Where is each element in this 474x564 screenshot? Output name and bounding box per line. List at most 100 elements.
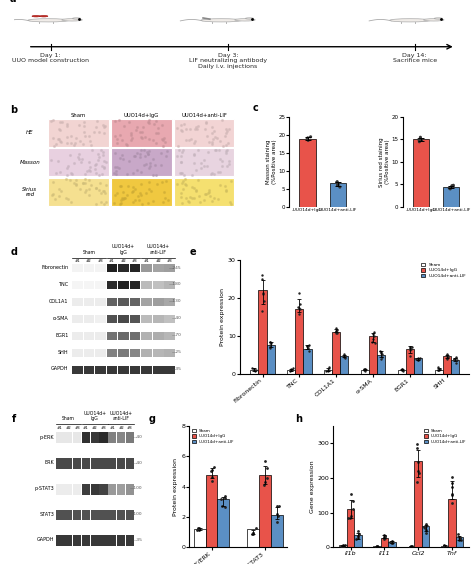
Bar [126,535,134,546]
Point [50,133,57,142]
Point [190,151,198,160]
Point [67,197,75,206]
Text: —100: —100 [130,512,143,516]
Point [136,149,144,158]
Point [56,136,64,145]
Bar [117,535,125,546]
Point [225,124,232,133]
Point [115,164,122,173]
Point [112,169,119,178]
Point [457,536,465,545]
Point [266,337,274,346]
Legend: Sham, UUO14d+IgG, UUO14d+anti-LIF: Sham, UUO14d+IgG, UUO14d+anti-LIF [191,428,235,444]
Point [129,183,137,192]
Point [55,184,63,193]
Point [370,331,378,340]
Text: Day 1:
UUO model construction: Day 1: UUO model construction [12,52,89,63]
Point [163,147,171,156]
Point [200,196,208,205]
Ellipse shape [40,15,48,17]
Point [208,476,215,485]
Point [223,140,230,149]
Bar [107,315,118,323]
Point [407,343,414,352]
Point [188,193,196,202]
Text: —35: —35 [172,367,182,371]
Bar [287,370,295,373]
Point [181,175,188,184]
Point [209,196,216,205]
Bar [83,349,94,356]
Text: c: c [253,103,259,113]
Point [295,303,303,312]
Point [421,523,429,532]
Point [289,363,297,372]
Point [66,176,74,185]
Bar [107,366,118,373]
Point [399,365,406,374]
Bar [95,281,106,289]
Point [96,152,103,161]
Bar [153,298,164,306]
Point [194,122,201,131]
Point [133,123,141,132]
Text: p-ERK: p-ERK [40,435,54,439]
Point [179,179,186,188]
Text: #3: #3 [100,426,107,430]
Point [95,127,103,136]
Point [52,169,59,178]
Point [64,121,71,130]
Point [184,196,191,205]
Point [195,191,203,200]
Bar [82,484,90,495]
Point [71,140,78,149]
Text: Fibronectin: Fibronectin [41,265,69,270]
Point [441,543,448,552]
Point [205,187,213,196]
Point [128,130,135,139]
Bar [73,458,81,469]
Point [102,181,109,190]
Point [185,197,193,206]
Bar [48,148,109,177]
Bar [108,484,117,495]
Point [407,344,415,353]
Point [117,181,124,190]
Point [102,197,109,206]
Point [414,356,421,365]
Point [196,526,203,535]
Point [388,537,396,546]
Bar [164,366,175,373]
Point [159,135,167,144]
Point [132,184,139,193]
Point [196,197,204,206]
Bar [259,474,271,547]
Point [150,120,158,129]
Bar [130,281,140,289]
Point [142,151,149,160]
Point [222,148,230,157]
Text: HE: HE [26,130,34,135]
Bar [153,265,164,272]
Bar [141,349,152,356]
Point [387,537,395,546]
Text: Masson: Masson [19,160,40,165]
Bar [82,433,90,443]
Ellipse shape [424,19,444,21]
Text: UUO14d+IgG: UUO14d+IgG [124,112,159,117]
Point [228,199,235,208]
Point [57,186,64,195]
Point [119,187,127,196]
Bar [414,461,422,547]
Point [414,458,422,467]
Point [450,355,458,364]
Bar [95,265,106,272]
Point [440,541,448,550]
Bar [64,433,73,443]
Point [266,343,273,352]
Point [360,365,368,374]
Point [382,534,389,543]
Point [128,188,136,197]
Text: Sham: Sham [82,250,95,255]
Point [416,137,423,146]
